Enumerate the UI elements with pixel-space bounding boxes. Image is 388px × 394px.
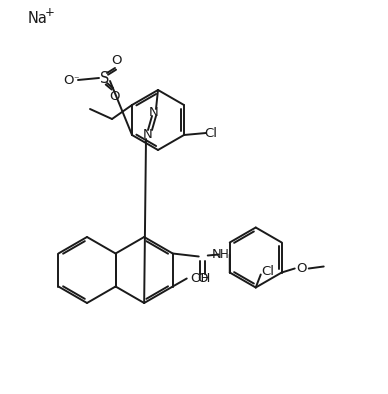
Text: N: N [149,106,159,119]
Text: O: O [110,89,120,102]
Text: S: S [100,71,110,85]
Text: N: N [212,248,222,261]
Text: +: + [45,6,55,19]
Text: N: N [143,128,153,141]
Text: H: H [220,248,229,261]
Text: O: O [296,262,307,275]
Text: Cl: Cl [204,126,218,139]
Text: Na: Na [28,11,48,26]
Text: O: O [197,272,208,285]
Text: OH: OH [191,272,211,285]
Text: O: O [63,74,73,87]
Text: ⁻: ⁻ [73,75,79,85]
Text: O: O [112,54,122,67]
Text: Cl: Cl [261,265,274,278]
